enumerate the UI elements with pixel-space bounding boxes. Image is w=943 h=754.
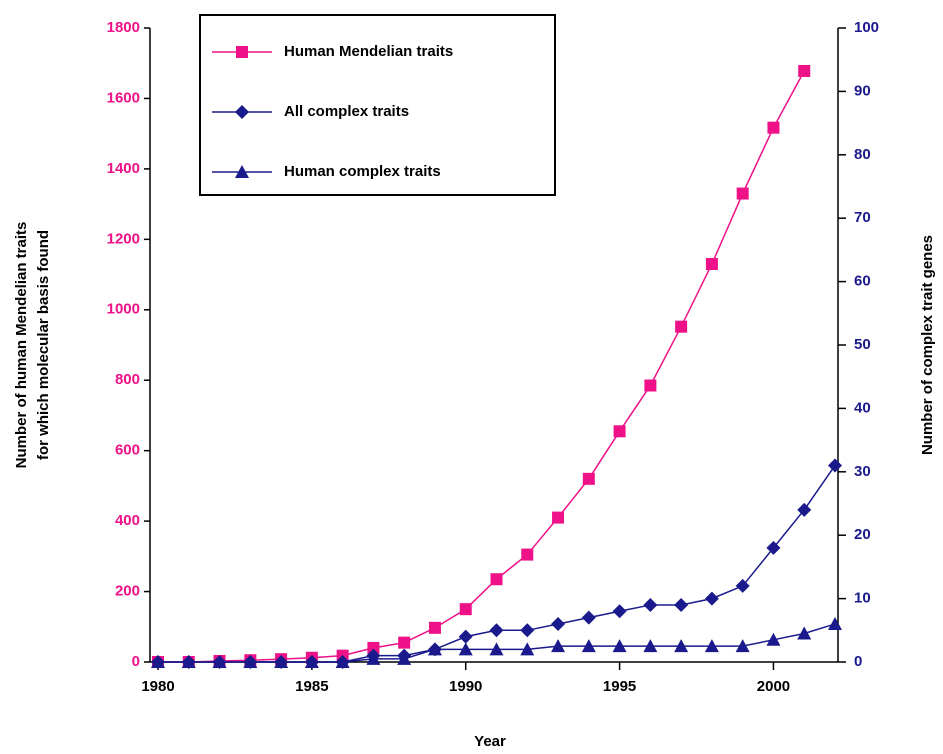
data-point xyxy=(458,629,473,644)
legend-label: All complex traits xyxy=(284,103,409,120)
data-point xyxy=(243,655,258,668)
data-point xyxy=(581,639,596,653)
y2-tick-label: 30 xyxy=(854,463,871,480)
y2-tick-label: 40 xyxy=(854,399,871,416)
data-point xyxy=(212,655,227,668)
y2-tick-label: 10 xyxy=(854,590,871,607)
x-tick-label: 1990 xyxy=(449,678,482,695)
y-tick-label: 200 xyxy=(115,583,140,600)
x-tick-label: 1985 xyxy=(295,678,328,695)
y2-tick-label: 50 xyxy=(854,336,871,353)
data-point xyxy=(643,639,658,653)
data-point xyxy=(366,651,381,665)
y2-tick-label: 70 xyxy=(854,209,871,226)
data-point xyxy=(520,642,535,656)
y2-tick-label: 0 xyxy=(854,653,862,670)
data-point xyxy=(489,623,504,638)
x-tick-label: 2000 xyxy=(757,678,790,695)
y2-axis-label: Number of complex trait genes xyxy=(919,235,936,455)
y2-tick-label: 100 xyxy=(854,19,879,36)
data-point xyxy=(797,502,812,517)
data-point xyxy=(613,425,626,438)
data-point xyxy=(828,616,842,630)
data-point xyxy=(581,610,596,625)
data-point xyxy=(458,642,473,656)
data-point xyxy=(705,257,718,270)
y-tick-label: 1800 xyxy=(107,19,140,36)
data-point xyxy=(766,540,781,555)
data-point xyxy=(735,578,750,593)
legend-box xyxy=(199,14,556,196)
legend-label: Human Mendelian traits xyxy=(284,43,453,60)
data-point xyxy=(675,320,688,333)
y-axis-label: Number of human Mendelian traits xyxy=(13,222,30,469)
legend-marker xyxy=(235,165,249,178)
data-point xyxy=(521,548,534,561)
data-point xyxy=(490,573,503,586)
data-point xyxy=(489,642,504,656)
data-point xyxy=(612,639,627,653)
data-point xyxy=(735,639,750,653)
y2-tick-label: 60 xyxy=(854,273,871,290)
x-axis-label: Year xyxy=(474,733,506,750)
legend-marker xyxy=(236,46,248,58)
legend-marker xyxy=(235,105,249,119)
y-tick-label: 400 xyxy=(115,512,140,529)
x-tick-label: 1980 xyxy=(141,678,174,695)
y-tick-label: 0 xyxy=(132,653,140,670)
series-line xyxy=(158,70,805,663)
data-point xyxy=(151,655,165,668)
data-point xyxy=(643,597,658,612)
data-point xyxy=(582,472,595,485)
y2-tick-label: 90 xyxy=(854,82,871,99)
data-point xyxy=(520,623,535,638)
data-point xyxy=(551,616,566,631)
data-point xyxy=(674,639,689,653)
data-point xyxy=(367,641,380,654)
data-point xyxy=(397,651,412,665)
y2-tick-label: 20 xyxy=(854,526,871,543)
data-point xyxy=(551,639,566,653)
data-point xyxy=(459,603,472,616)
data-point xyxy=(552,511,565,524)
data-point xyxy=(612,604,627,619)
data-point xyxy=(335,655,350,668)
data-point xyxy=(797,626,812,640)
y-tick-label: 600 xyxy=(115,442,140,459)
data-point xyxy=(274,655,289,668)
data-point xyxy=(767,121,780,134)
data-point xyxy=(427,642,442,656)
y-tick-label: 1600 xyxy=(107,89,140,106)
data-point xyxy=(181,655,196,668)
y-tick-label: 1400 xyxy=(107,160,140,177)
data-point xyxy=(674,597,689,612)
y-axis-label: for which molecular basis found xyxy=(35,230,52,460)
data-point xyxy=(398,636,411,649)
legend-label: Human complex traits xyxy=(284,163,441,180)
y-tick-label: 800 xyxy=(115,371,140,388)
data-point xyxy=(736,187,749,200)
data-point xyxy=(828,458,842,473)
data-point xyxy=(644,379,657,392)
data-point xyxy=(704,591,719,606)
data-point xyxy=(304,655,319,668)
y2-tick-label: 80 xyxy=(854,146,871,163)
data-point xyxy=(798,64,811,77)
x-tick-label: 1995 xyxy=(603,678,636,695)
data-point xyxy=(428,621,441,634)
y-tick-label: 1200 xyxy=(107,230,140,247)
y-tick-label: 1000 xyxy=(107,301,140,318)
data-point xyxy=(704,639,719,653)
data-point xyxy=(766,632,781,646)
